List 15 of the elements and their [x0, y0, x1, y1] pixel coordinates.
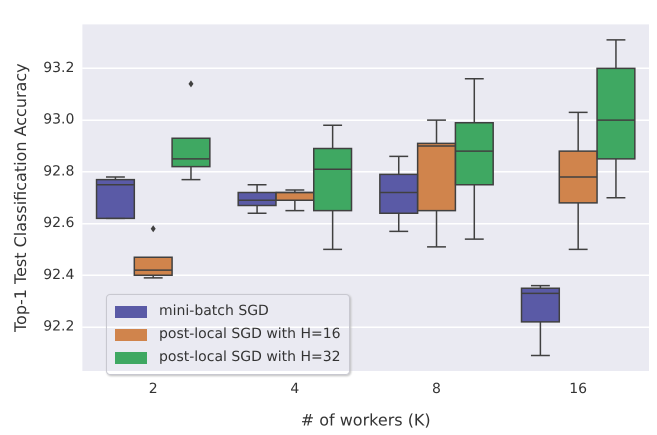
- x-axis-title: # of workers (K): [300, 410, 431, 430]
- x-tick-label: 16: [569, 381, 588, 398]
- y-axis-title: Top-1 Test Classification Accuracy: [10, 63, 30, 334]
- y-tick-label: 92.4: [43, 266, 74, 283]
- y-tick-label: 93.2: [43, 60, 74, 76]
- x-tick-label: 2: [148, 381, 158, 398]
- x-tick-label: 4: [290, 381, 300, 398]
- legend-label: post-local SGD with H=32: [159, 348, 341, 367]
- legend-label: post-local SGD with H=16: [159, 325, 341, 344]
- y-tick-label: 92.8: [43, 163, 74, 180]
- y-tick-label: 92.6: [43, 215, 74, 232]
- x-tick-label: 8: [432, 381, 441, 398]
- y-tick-label: 93.0: [43, 112, 74, 128]
- legend-label: mini-batch SGD: [159, 302, 269, 321]
- y-tick-label: 92.2: [43, 318, 74, 335]
